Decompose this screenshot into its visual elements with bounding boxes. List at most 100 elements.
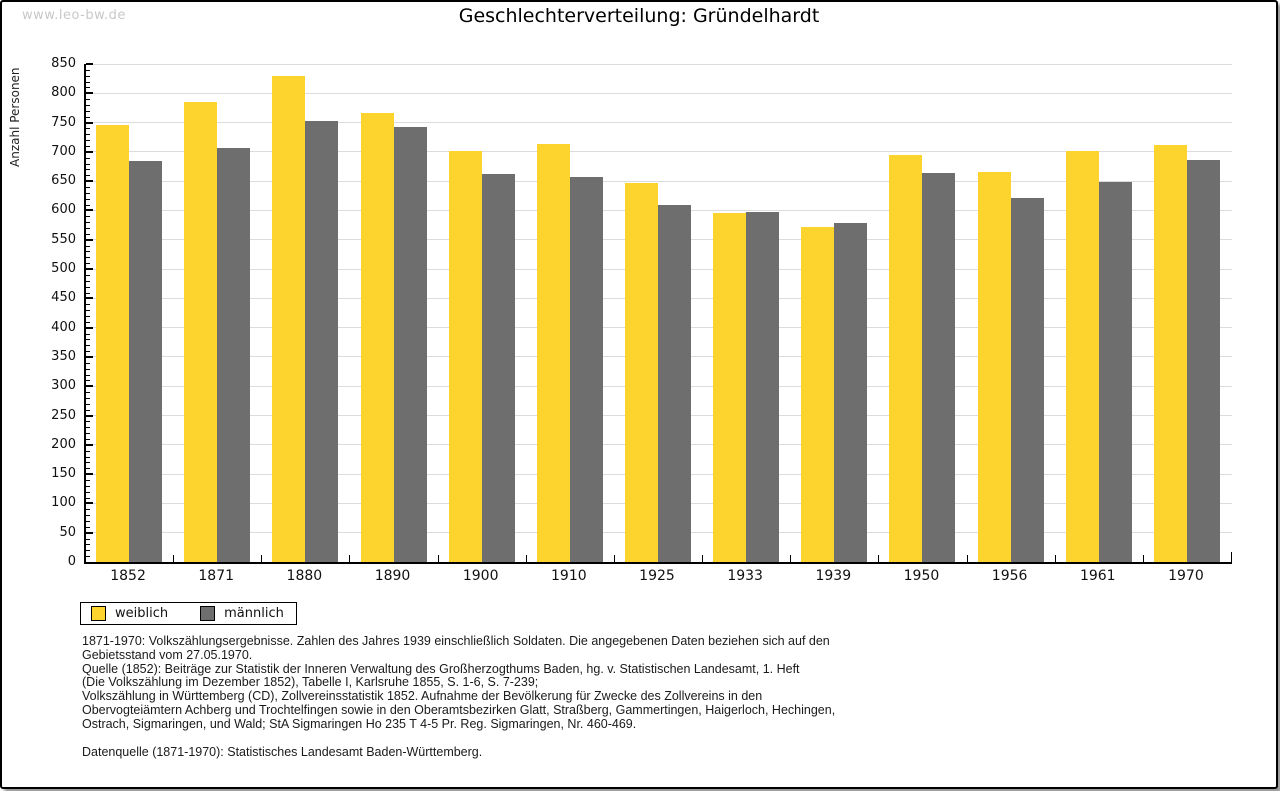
y-minor-tick xyxy=(86,163,90,165)
y-major-tick xyxy=(86,531,93,534)
y-minor-tick xyxy=(86,251,90,253)
gridline-y700 xyxy=(86,151,1232,153)
y-major-tick xyxy=(86,180,93,183)
y-minor-tick xyxy=(86,468,90,470)
y-major-tick xyxy=(86,443,93,446)
x-tick-label: 1933 xyxy=(727,568,763,584)
y-tick-label: 750 xyxy=(51,114,76,130)
y-tick-label: 850 xyxy=(51,56,76,71)
x-boundary-tick xyxy=(349,555,351,562)
y-tick-label: 350 xyxy=(51,348,76,364)
y-minor-tick xyxy=(86,192,90,194)
x-boundary-tick xyxy=(966,555,968,562)
y-minor-tick xyxy=(86,368,90,370)
source-note-line: Gebietsstand vom 27.05.1970. xyxy=(82,647,253,662)
bar-männlich-1961 xyxy=(1098,182,1132,562)
y-minor-tick xyxy=(86,280,90,282)
y-minor-tick xyxy=(86,169,90,171)
bar-männlich-1956 xyxy=(1010,197,1044,562)
source-note-line: 1871-1970: Volkszählungsergebnisse. Zahl… xyxy=(82,634,830,648)
y-minor-tick xyxy=(86,105,90,107)
y-minor-tick xyxy=(86,140,90,142)
y-minor-tick xyxy=(86,374,90,376)
y-tick-label: 800 xyxy=(51,85,76,101)
bar-männlich-1950 xyxy=(922,172,956,562)
bar-weiblich-1900 xyxy=(448,150,482,562)
bar-männlich-1933 xyxy=(746,212,780,562)
y-minor-tick xyxy=(86,515,90,517)
y-minor-tick xyxy=(86,116,90,118)
x-boundary-tick xyxy=(1054,555,1056,562)
y-minor-tick xyxy=(86,222,90,224)
gridline-y650 xyxy=(86,180,1232,182)
y-minor-tick xyxy=(86,304,90,306)
y-tick-label: 650 xyxy=(51,173,76,189)
y-minor-tick xyxy=(86,263,90,265)
x-tick-label: 1900 xyxy=(462,568,499,584)
y-minor-tick xyxy=(86,438,90,440)
y-minor-tick xyxy=(86,134,90,136)
y-minor-tick xyxy=(86,292,90,294)
y-minor-tick xyxy=(86,392,90,394)
y-minor-tick xyxy=(86,187,90,189)
y-minor-tick xyxy=(86,204,90,206)
bar-männlich-1852 xyxy=(129,161,163,562)
y-minor-tick xyxy=(86,433,90,435)
y-tick-label: 100 xyxy=(51,495,76,511)
gridline-y750 xyxy=(86,122,1232,124)
y-minor-tick xyxy=(86,87,90,89)
y-tick-label: 550 xyxy=(51,231,76,247)
y-minor-tick xyxy=(86,544,90,546)
y-tick-label: 150 xyxy=(51,466,76,482)
y-minor-tick xyxy=(86,491,90,493)
y-minor-tick xyxy=(86,427,90,429)
y-minor-tick xyxy=(86,485,90,487)
x-tick-label: 1956 xyxy=(991,568,1028,584)
x-boundary-tick xyxy=(790,555,792,562)
y-minor-tick xyxy=(86,274,90,276)
source-note-line: Volkszählung in Württemberg (CD), Zollve… xyxy=(82,689,763,704)
legend-label: weiblich xyxy=(115,606,169,621)
bar-weiblich-1970 xyxy=(1153,144,1187,562)
y-minor-tick xyxy=(86,257,90,259)
y-minor-tick xyxy=(86,556,90,558)
y-minor-tick xyxy=(86,99,90,101)
x-tick-label: 1950 xyxy=(903,568,940,584)
legend-swatch-weiblich xyxy=(91,606,106,621)
y-minor-tick xyxy=(86,310,90,312)
y-tick-label: 250 xyxy=(51,407,76,423)
bar-männlich-1890 xyxy=(393,127,427,562)
source-note-line: Ostrach, Sigmaringen, und Wald; StA Sigm… xyxy=(82,716,637,731)
y-major-tick xyxy=(86,150,93,153)
gridline-y800 xyxy=(86,92,1232,94)
y-minor-tick xyxy=(86,69,90,71)
y-minor-tick xyxy=(86,351,90,353)
y-minor-tick xyxy=(86,286,90,288)
gridline-y850 xyxy=(86,63,1232,65)
y-major-tick xyxy=(86,209,93,212)
y-minor-tick xyxy=(86,456,90,458)
legend-item-weiblich: weiblich xyxy=(91,606,168,621)
bar-weiblich-1950 xyxy=(889,155,923,562)
x-tick-label: 1910 xyxy=(551,568,587,584)
bar-weiblich-1961 xyxy=(1065,150,1099,562)
bar-weiblich-1933 xyxy=(713,212,747,562)
bar-männlich-1900 xyxy=(481,174,515,562)
bar-männlich-1970 xyxy=(1186,160,1220,562)
legend-label: männlich xyxy=(224,606,284,621)
y-minor-tick xyxy=(86,81,90,83)
y-minor-tick xyxy=(86,421,90,423)
x-boundary-tick xyxy=(1142,555,1144,562)
bar-weiblich-1880 xyxy=(272,76,306,562)
y-minor-tick xyxy=(86,521,90,522)
x-boundary-tick xyxy=(261,555,263,562)
y-minor-tick xyxy=(86,497,90,499)
y-major-tick xyxy=(86,238,93,241)
x-tick-label: 1852 xyxy=(110,568,146,584)
y-minor-tick xyxy=(86,339,90,341)
bar-männlich-1925 xyxy=(658,205,691,562)
x-boundary-tick xyxy=(525,555,527,562)
bar-weiblich-1939 xyxy=(801,227,835,562)
y-minor-tick xyxy=(86,146,90,148)
